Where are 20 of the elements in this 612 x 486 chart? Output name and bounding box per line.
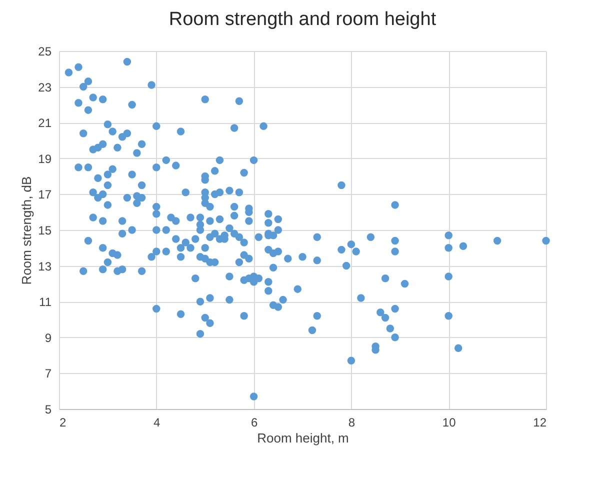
y-axis-title: Room strength, dB	[19, 176, 34, 285]
y-tick-label: 25	[38, 44, 52, 58]
x-axis-title: Room height, m	[257, 430, 349, 446]
chart-title: Room strength and room height	[168, 9, 437, 30]
y-tick-label: 23	[38, 80, 52, 94]
y-tick-label: 7	[44, 366, 52, 381]
x-tick-label: 2	[60, 416, 66, 430]
y-tick-label: 9	[44, 330, 52, 345]
x-tick-label: 8	[348, 416, 356, 430]
y-tick-label: 13	[38, 259, 52, 274]
y-tick-label: 5	[44, 402, 52, 416]
x-tick-label: 12	[533, 416, 547, 430]
x-tick-label: 6	[250, 416, 258, 430]
y-tick-label: 19	[38, 152, 52, 166]
y-tick-label: 11	[39, 295, 52, 310]
y-tick-label: 21	[38, 116, 52, 130]
y-tick-label: 15	[38, 224, 52, 238]
y-tick-label: 17	[38, 188, 52, 202]
x-tick-label: 4	[154, 416, 161, 430]
x-tick-label: 10	[442, 416, 456, 430]
